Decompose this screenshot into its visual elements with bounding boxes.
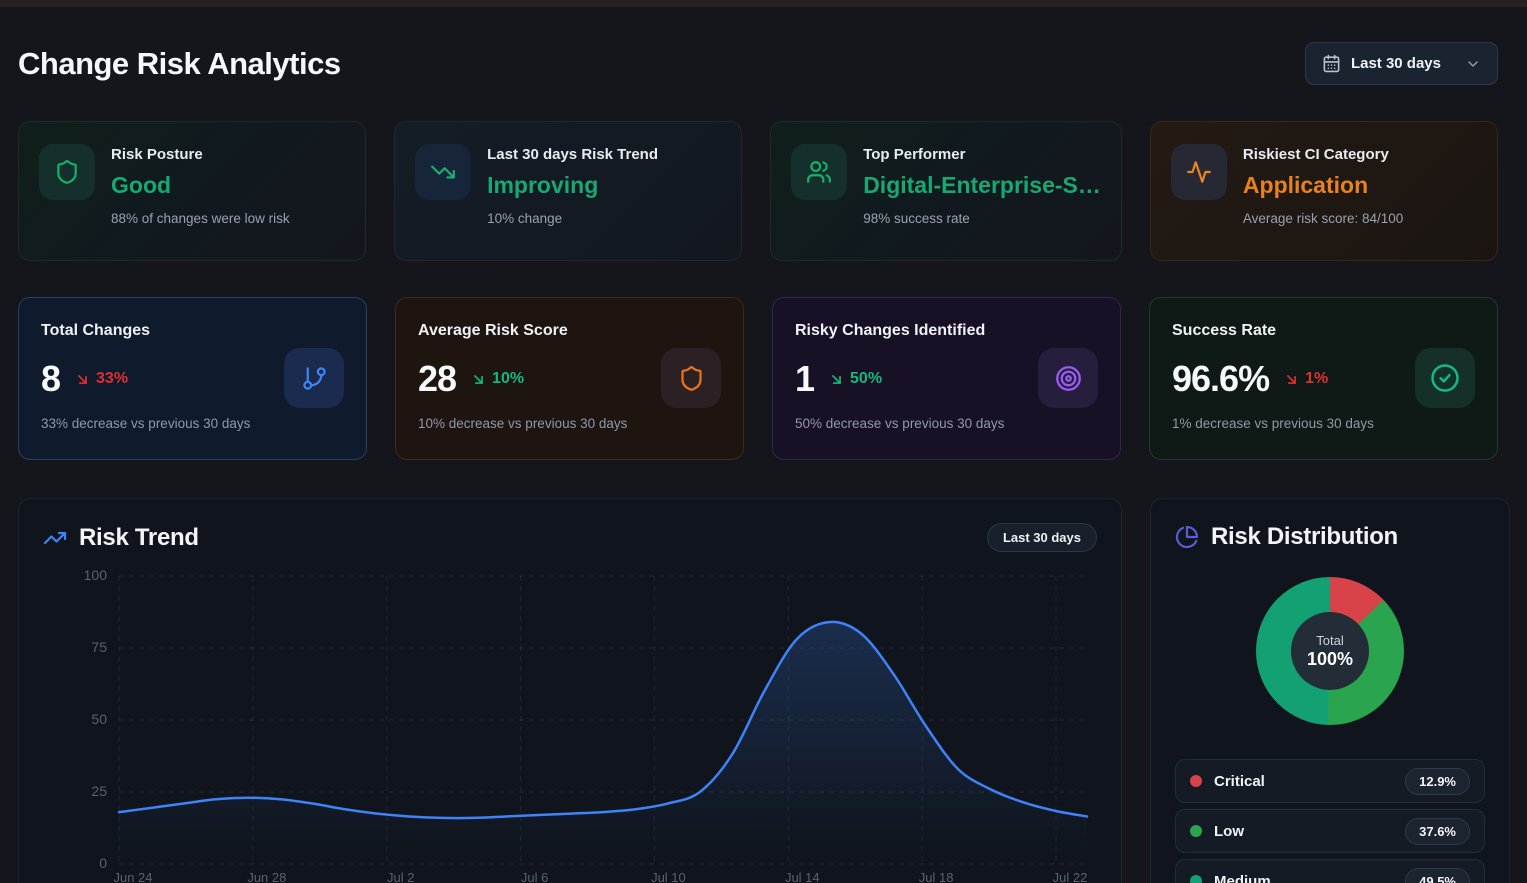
risk-distribution-donut: Total 100% [1256, 577, 1404, 725]
stat-trend: 33% [74, 370, 128, 388]
svg-text:Jul 14: Jul 14 [785, 870, 820, 883]
stat-subtext: 50% decrease vs previous 30 days [795, 416, 1005, 431]
card-value: Good [111, 172, 172, 198]
arrow-down-right-icon [832, 374, 841, 384]
distribution-legend: Critical 12.9% Low 37.6% Medium 49.5% [1175, 759, 1485, 883]
risk-distribution-panel: Risk Distribution Total 100% Critical 12.… [1150, 498, 1510, 883]
svg-text:Jul 22: Jul 22 [1053, 870, 1088, 883]
stat-value: 28 [418, 358, 457, 399]
trending-up-icon [43, 526, 67, 550]
card-value: Improving [487, 172, 599, 198]
card-subtext: 98% success rate [863, 211, 970, 226]
card-subtext: 10% change [487, 211, 563, 226]
page-title: Change Risk Analytics [18, 45, 341, 81]
trending-down-icon [415, 144, 472, 200]
stat-subtext: 1% decrease vs previous 30 days [1172, 416, 1374, 431]
svg-text:Jul 2: Jul 2 [387, 870, 414, 883]
card-average-risk-score: Average Risk Score 28 10% 10% decrease v… [395, 297, 744, 460]
legend-label: Low [1214, 822, 1244, 840]
card-total-changes: Total Changes 8 33% 33% decrease vs prev… [18, 297, 367, 460]
legend-percentage-badge: 12.9% [1405, 767, 1470, 795]
arrow-down-right-icon [78, 374, 87, 384]
line-chart-svg: 0 25 50 75 100 Jun 24 Jun 28 Jul 2 Jul 6 Jul 10 Ju… [84, 567, 1089, 883]
date-range-label: Last 30 days [1350, 55, 1441, 72]
legend-percentage-badge: 37.6% [1405, 817, 1470, 845]
legend-label: Medium [1214, 872, 1271, 883]
insight-cards-row: Risk Posture Good 88% of changes were lo… [18, 121, 1498, 261]
card-label: Riskiest CI Category [1242, 146, 1389, 163]
card-riskiest-ci-category: Riskiest CI Category Application Average… [1149, 121, 1498, 261]
svg-text:0: 0 [99, 855, 107, 871]
card-value: Digital-Enterprise-S… [863, 172, 1101, 198]
legend-item-medium: Medium 49.5% [1175, 859, 1485, 883]
stat-label: Total Changes [41, 322, 151, 339]
svg-text:Jul 6: Jul 6 [521, 870, 548, 883]
card-top-performer: Top Performer Digital-Enterprise-S… 98% … [770, 121, 1122, 261]
dashboard: Change Risk Analytics Last 30 days Risk … [0, 8, 1527, 883]
pie-chart-icon [1175, 525, 1199, 549]
target-icon [1038, 348, 1098, 408]
svg-text:25: 25 [91, 783, 107, 799]
stat-trend: 10% [470, 370, 524, 388]
shield-icon [39, 144, 95, 200]
stat-subtext: 33% decrease vs previous 30 days [41, 416, 251, 431]
stat-subtext: 10% decrease vs previous 30 days [418, 416, 628, 431]
card-label: Risk Posture [111, 146, 203, 163]
arrow-down-right-icon [1287, 374, 1296, 384]
charts-row: Risk Trend Last 30 days 0 25 50 75 100 Jun 24… [18, 498, 1510, 883]
card-risk-trend: Last 30 days Risk Trend Improving 10% ch… [394, 121, 743, 261]
top-window-strip [0, 0, 1527, 8]
users-icon [791, 144, 848, 200]
stat-trend: 1% [1283, 370, 1328, 388]
stat-label: Average Risk Score [418, 322, 568, 339]
legend-item-critical: Critical 12.9% [1175, 759, 1485, 803]
stat-value: 8 [41, 358, 61, 399]
risk-trend-panel: Risk Trend Last 30 days 0 25 50 75 100 Jun 24… [18, 498, 1122, 883]
card-label: Last 30 days Risk Trend [487, 146, 659, 163]
legend-item-low: Low 37.6% [1175, 809, 1485, 853]
card-risk-posture: Risk Posture Good 88% of changes were lo… [18, 121, 367, 261]
svg-text:Jun 28: Jun 28 [247, 870, 286, 883]
svg-text:Jun 24: Jun 24 [113, 870, 152, 883]
stat-cards-row: Total Changes 8 33% 33% decrease vs prev… [18, 297, 1498, 460]
stat-label: Success Rate [1172, 322, 1277, 339]
panel-title: Risk Trend [79, 523, 199, 551]
svg-text:Jul 18: Jul 18 [919, 870, 954, 883]
donut-center: Total 100% [1291, 612, 1369, 690]
card-subtext: 88% of changes were low risk [111, 211, 290, 226]
card-success-rate: Success Rate 96.6% 1% 1% decrease vs pre… [1149, 297, 1498, 460]
stat-value: 1 [795, 358, 815, 399]
risk-trend-chart: 0 25 50 75 100 Jun 24 Jun 28 Jul 2 Jul 6 Jul 10 Ju… [43, 567, 1097, 883]
chevron-down-icon [1465, 56, 1481, 72]
stat-value: 96.6% [1172, 358, 1270, 399]
legend-label: Critical [1214, 772, 1265, 790]
legend-percentage-badge: 49.5% [1405, 867, 1470, 883]
legend-dot [1190, 825, 1202, 837]
donut-center-label: Total [1316, 632, 1344, 648]
donut-center-value: 100% [1306, 648, 1354, 669]
check-circle-icon [1415, 348, 1475, 408]
svg-text:50: 50 [91, 711, 107, 727]
stat-trend: 50% [828, 370, 882, 388]
page-header: Change Risk Analytics Last 30 days [18, 8, 1498, 85]
card-label: Top Performer [863, 146, 966, 163]
stat-label: Risky Changes Identified [795, 322, 986, 339]
svg-text:Jul 10: Jul 10 [651, 870, 686, 883]
legend-dot [1190, 875, 1202, 883]
legend-dot [1190, 775, 1202, 787]
activity-icon [1170, 144, 1227, 200]
git-branch-icon [284, 348, 344, 408]
panel-title: Risk Distribution [1211, 523, 1398, 550]
calendar-icon [1322, 54, 1341, 73]
card-subtext: Average risk score: 84/100 [1242, 211, 1404, 226]
date-range-selector[interactable]: Last 30 days [1304, 42, 1498, 85]
svg-text:100: 100 [84, 568, 108, 583]
arrow-down-right-icon [474, 374, 483, 384]
range-badge: Last 30 days [986, 523, 1097, 552]
shield-icon [661, 348, 721, 408]
card-risky-changes: Risky Changes Identified 1 50% 50% decre… [772, 297, 1121, 460]
svg-text:75: 75 [91, 639, 107, 655]
card-value: Application [1242, 172, 1369, 198]
